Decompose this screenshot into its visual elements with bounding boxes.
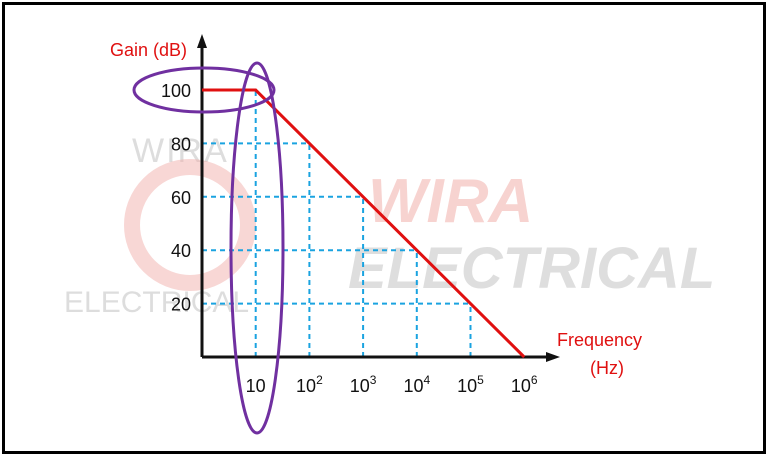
- y-tick-label-3: 80: [171, 134, 191, 154]
- gain-curve-line: [202, 88, 526, 359]
- x-tick-labels: 10 102 103 104 105 106: [246, 373, 538, 396]
- y-axis-arrow-icon: [197, 34, 207, 48]
- highlight-ellipse-freq-10: [229, 61, 285, 435]
- watermark-brand-line2: ELECTRICAL: [348, 236, 715, 301]
- watermark-logo-icon: [124, 159, 256, 291]
- x-tick-label-3: 104: [403, 373, 430, 396]
- y-tick-label-1: 40: [171, 241, 191, 261]
- highlight-ellipse-gain-100: [132, 66, 276, 114]
- y-tick-label-4: 100: [161, 81, 191, 101]
- series-layer: [202, 88, 526, 359]
- watermark: WIRA WIRA ELECTRICAL ELECTRICAL: [64, 132, 715, 319]
- axes: [197, 34, 560, 362]
- y-tick-labels: 20 40 60 80 100: [161, 81, 191, 315]
- y-tick-label-2: 60: [171, 188, 191, 208]
- x-tick-label-1: 102: [296, 373, 323, 396]
- y-tick-label-0: 20: [171, 295, 191, 315]
- x-tick-label-5: 106: [511, 373, 538, 396]
- watermark-brand-line1: WIRA: [368, 167, 533, 236]
- y-axis-label: Gain (dB): [110, 40, 187, 60]
- x-axis-label-line1: Frequency: [557, 330, 642, 350]
- x-tick-label-0: 10: [246, 376, 266, 396]
- watermark-bottom-text: ELECTRICAL: [64, 286, 249, 319]
- x-tick-label-4: 105: [457, 373, 484, 396]
- x-axis-arrow-icon: [546, 352, 560, 362]
- x-tick-label-2: 103: [350, 373, 377, 396]
- x-axis-label-line2: (Hz): [590, 358, 624, 378]
